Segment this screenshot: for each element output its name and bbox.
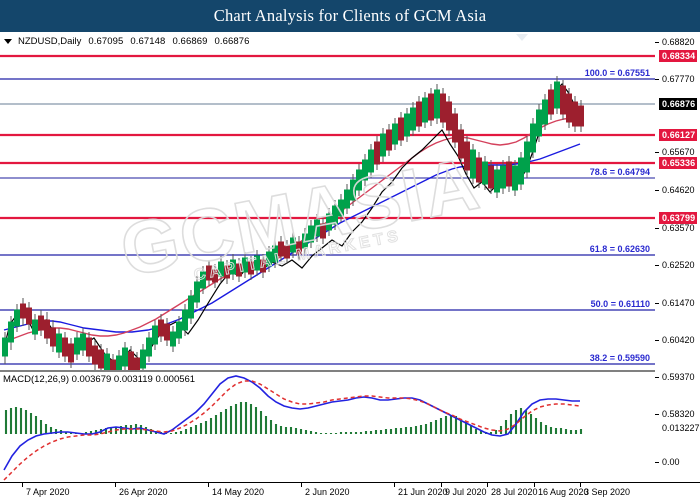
price-chart-svg bbox=[0, 54, 655, 370]
macd-histogram bbox=[4, 402, 583, 434]
macd-signal-line bbox=[3, 380, 581, 481]
axis-tick-061470: 0.61470 bbox=[662, 298, 695, 308]
symbol-quote-header[interactable]: NZDUSD,Daily 0.67095 0.67148 0.66869 0.6… bbox=[0, 33, 655, 49]
axis-tick-068820: 0.68820 bbox=[662, 37, 695, 47]
page-title-bar: Chart Analysis for Clients of GCM Asia bbox=[0, 0, 700, 32]
axis-tick-060420: 0.60420 bbox=[662, 335, 695, 345]
axis-tick-059370: 0.59370 bbox=[662, 372, 695, 382]
macd-tick-max: 0.013227 bbox=[662, 423, 700, 433]
date-label-4: 21 Jun 2020 bbox=[398, 487, 448, 497]
zigzag-line bbox=[2, 83, 581, 365]
price-tag-068334: 0.68334 bbox=[659, 50, 698, 62]
axis-tick-065670: 0.65670 bbox=[662, 147, 695, 157]
fib-label-100: 100.0 = 0.67551 bbox=[584, 68, 650, 78]
quote-close: 0.66876 bbox=[214, 35, 250, 47]
date-label-8: 3 Sep 2020 bbox=[584, 487, 631, 497]
chart-frame: GCMASIA CAPITAL MARKETS bbox=[0, 32, 700, 503]
page-title: Chart Analysis for Clients of GCM Asia bbox=[213, 6, 487, 25]
fib-label-618: 61.8 = 0.62630 bbox=[589, 244, 650, 254]
macd-line bbox=[3, 375, 580, 471]
date-label-7: 16 Aug 2020 bbox=[538, 487, 589, 497]
date-axis[interactable]: 7 Apr 2020 26 Apr 2020 14 May 2020 2 Jun… bbox=[0, 482, 700, 501]
price-chart-pane[interactable]: GCMASIA CAPITAL MARKETS bbox=[0, 32, 656, 370]
date-label-0: 7 Apr 2020 bbox=[26, 487, 70, 497]
axis-tick-064620: 0.64620 bbox=[662, 185, 695, 195]
fib-label-500: 50.0 = 0.61110 bbox=[590, 299, 650, 309]
date-label-1: 26 Apr 2020 bbox=[119, 487, 168, 497]
price-tag-063799: 0.63799 bbox=[659, 212, 698, 224]
chevron-down-icon[interactable] bbox=[4, 38, 12, 44]
date-label-6: 28 Jul 2020 bbox=[491, 487, 538, 497]
date-label-5: 9 Jul 2020 bbox=[445, 487, 487, 497]
price-tag-065336: 0.65336 bbox=[659, 157, 698, 169]
quote-low: 0.66869 bbox=[172, 35, 208, 47]
price-axis[interactable]: 0.68820 0.68334 0.67770 0.66720 0.66876 … bbox=[655, 32, 700, 503]
axis-tick-067770: 0.67770 bbox=[662, 74, 695, 84]
current-price-tag: 0.66876 bbox=[659, 98, 698, 110]
macd-tick-zero: 0.00 bbox=[662, 457, 680, 467]
fib-label-382: 38.2 = 0.59590 bbox=[589, 353, 650, 363]
price-tag-066127: 0.66127 bbox=[659, 129, 698, 141]
quote-high: 0.67148 bbox=[130, 35, 166, 47]
macd-label: MACD(12,26,9) 0.003679 0.003119 0.000561 bbox=[3, 374, 196, 385]
macd-svg bbox=[3, 375, 583, 481]
date-label-3: 2 Jun 2020 bbox=[305, 487, 350, 497]
fib-label-786: 78.6 = 0.64794 bbox=[589, 167, 650, 177]
axis-tick-058320: 0.58320 bbox=[662, 409, 695, 419]
symbol-label: NZDUSD,Daily bbox=[18, 35, 82, 47]
quote-open: 0.67095 bbox=[88, 35, 124, 47]
macd-pane[interactable]: MACD(12,26,9) 0.003679 0.003119 0.000561 bbox=[0, 370, 656, 484]
axis-tick-063570: 0.63570 bbox=[662, 223, 695, 233]
candlestick-series bbox=[2, 76, 584, 370]
date-label-2: 14 May 2020 bbox=[212, 487, 265, 497]
axis-tick-062520: 0.62520 bbox=[662, 260, 695, 270]
ma-fast-line bbox=[3, 117, 580, 343]
